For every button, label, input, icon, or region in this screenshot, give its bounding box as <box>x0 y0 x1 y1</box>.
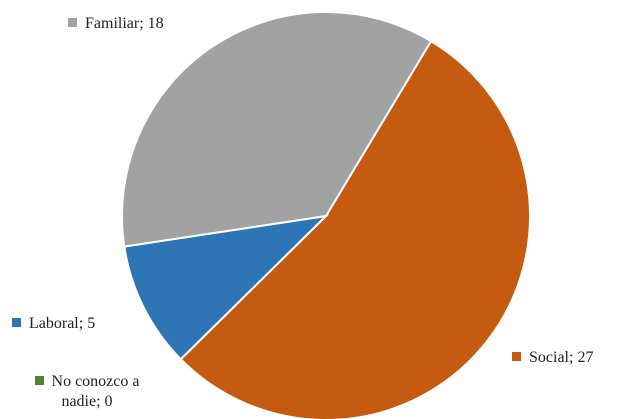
category-label: No conozco a nadie <box>51 373 140 410</box>
legend-swatch <box>68 18 77 27</box>
value-label: 27 <box>577 349 594 366</box>
data-label: Laboral; 5 <box>12 314 95 334</box>
category-label: Social <box>529 349 569 366</box>
label-separator: ; <box>139 15 148 32</box>
legend-swatch <box>34 376 44 385</box>
pie-slice <box>179 39 531 419</box>
pie-slice <box>123 214 329 361</box>
label-separator: ; <box>78 315 88 332</box>
data-label: Social; 27 <box>512 348 593 368</box>
label-separator: ; <box>96 393 105 410</box>
pie-slice <box>121 11 433 248</box>
category-label: Laboral <box>29 315 79 332</box>
category-label: Familiar <box>85 15 140 32</box>
value-label: 5 <box>87 315 96 332</box>
data-label: No conozco a nadie; 0 <box>24 372 150 412</box>
legend-swatch <box>12 318 21 327</box>
value-label: 18 <box>147 15 164 32</box>
data-label: Familiar; 18 <box>68 14 164 34</box>
label-separator: ; <box>569 349 578 366</box>
value-label: 0 <box>104 393 113 410</box>
legend-swatch <box>512 352 521 361</box>
